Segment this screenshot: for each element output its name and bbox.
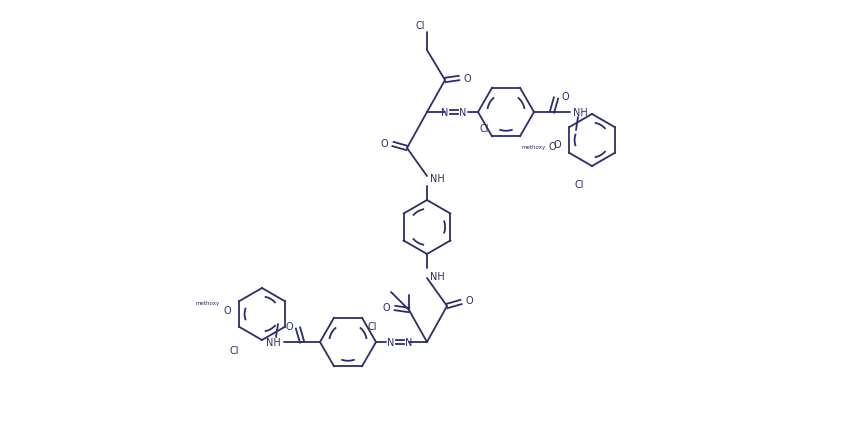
Text: NH: NH (573, 108, 588, 118)
Text: O: O (549, 141, 556, 151)
Text: methoxy: methoxy (521, 144, 546, 149)
Text: Cl: Cl (480, 124, 489, 134)
Text: O: O (285, 321, 293, 331)
Text: O: O (466, 295, 474, 305)
Text: O: O (223, 305, 231, 315)
Text: NH: NH (430, 271, 445, 281)
Text: N: N (388, 337, 394, 347)
Text: NH: NH (430, 174, 445, 184)
Text: O: O (554, 140, 561, 150)
Text: N: N (441, 108, 449, 118)
Text: Cl: Cl (367, 321, 377, 331)
Text: O: O (464, 74, 472, 84)
Text: methoxy: methoxy (196, 300, 220, 305)
Text: NH: NH (266, 337, 281, 347)
Text: Cl: Cl (574, 180, 584, 190)
Text: N: N (459, 108, 467, 118)
Text: O: O (380, 139, 388, 149)
Text: Cl: Cl (416, 21, 425, 31)
Text: N: N (406, 337, 412, 347)
Text: O: O (383, 302, 390, 312)
Text: O: O (561, 92, 568, 102)
Text: Cl: Cl (229, 345, 239, 355)
